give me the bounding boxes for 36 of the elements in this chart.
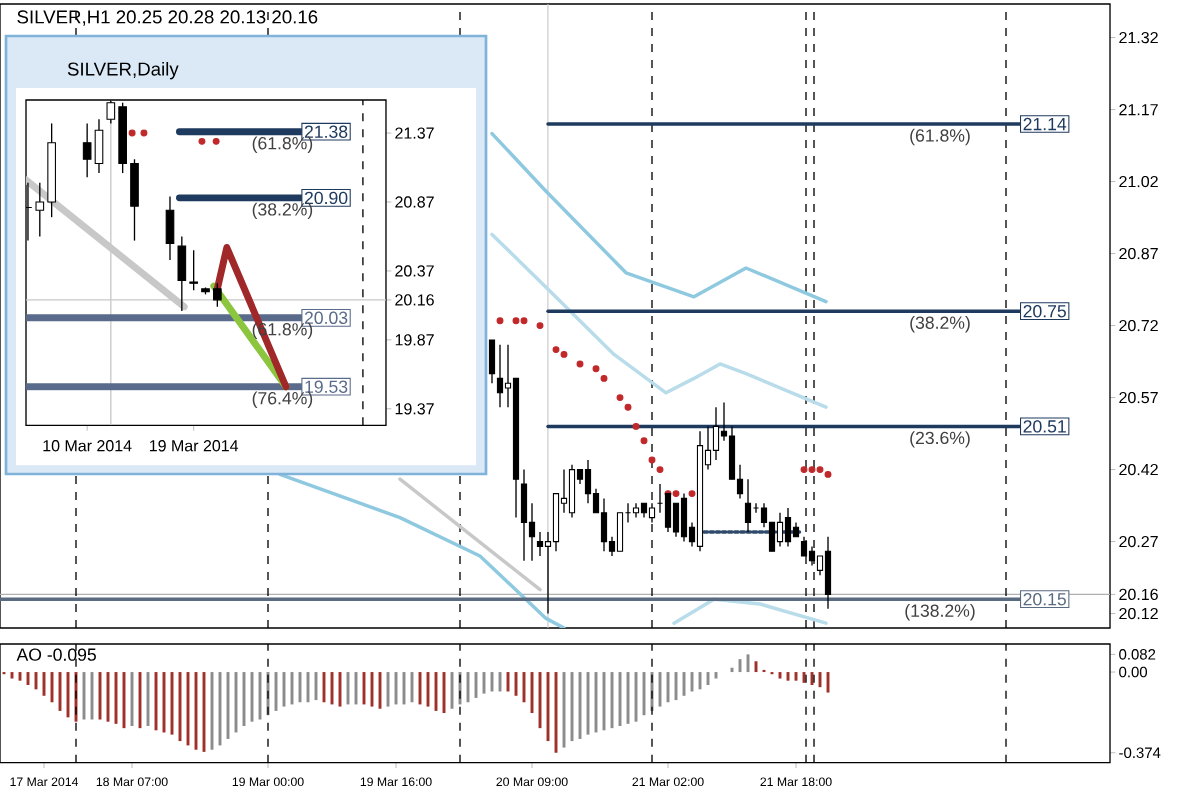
data-label: 19.53 [305, 380, 348, 393]
y-tick-label: 20.72 [1119, 319, 1158, 332]
data-label: 21.38 [304, 125, 348, 138]
chart-title: SILVER,Daily [67, 61, 179, 80]
y-tick-label: 20.57 [1119, 391, 1158, 404]
data-label: 20.51 [1023, 420, 1066, 433]
data-label: 21.14 [1023, 117, 1067, 131]
data-label: 20.15 [1023, 592, 1066, 606]
y-tick-label: 19.37 [395, 403, 434, 415]
y-tick-label: 20.12 [1119, 607, 1158, 620]
annotation: (76.4%) [252, 391, 313, 408]
chart-title: SILVER,H1 20.25 20.28 20.13 20.16 [17, 10, 318, 26]
y-tick-label: 20.27 [1119, 535, 1158, 548]
y-tick-label: 20.87 [395, 196, 434, 208]
annotation: (23.6%) [910, 431, 970, 448]
y-tick-label: 20.42 [1119, 463, 1158, 476]
annotation: (61.8%) [252, 136, 313, 153]
y-tick-label: 20.87 [1119, 247, 1158, 260]
annotation: (61.8%) [910, 128, 970, 146]
y-tick-label: 20.37 [395, 265, 434, 277]
y-tick-label: 21.37 [395, 127, 434, 139]
y-tick-label: 21.17 [1119, 104, 1158, 116]
data-label: 20.03 [304, 311, 348, 325]
y-tick-label: 20.16 [395, 294, 434, 306]
chart-title: AO -0.095 [16, 648, 96, 661]
data-label: 20.90 [304, 191, 348, 205]
y-tick-label: 20.16 [1119, 588, 1158, 601]
x-tick-label: 19 Mar 2014 [149, 440, 239, 452]
y-tick-label: 21.02 [1119, 175, 1158, 188]
y-tick-label: 21.32 [1119, 31, 1158, 44]
x-tick-label: 10 Mar 2014 [43, 440, 132, 452]
y-tick-label: 19.87 [395, 334, 434, 346]
annotation: (38.2%) [910, 315, 970, 333]
annotation: (138.2%) [905, 603, 975, 621]
annotation: (38.2%) [252, 202, 313, 220]
data-label: 20.75 [1023, 304, 1066, 318]
